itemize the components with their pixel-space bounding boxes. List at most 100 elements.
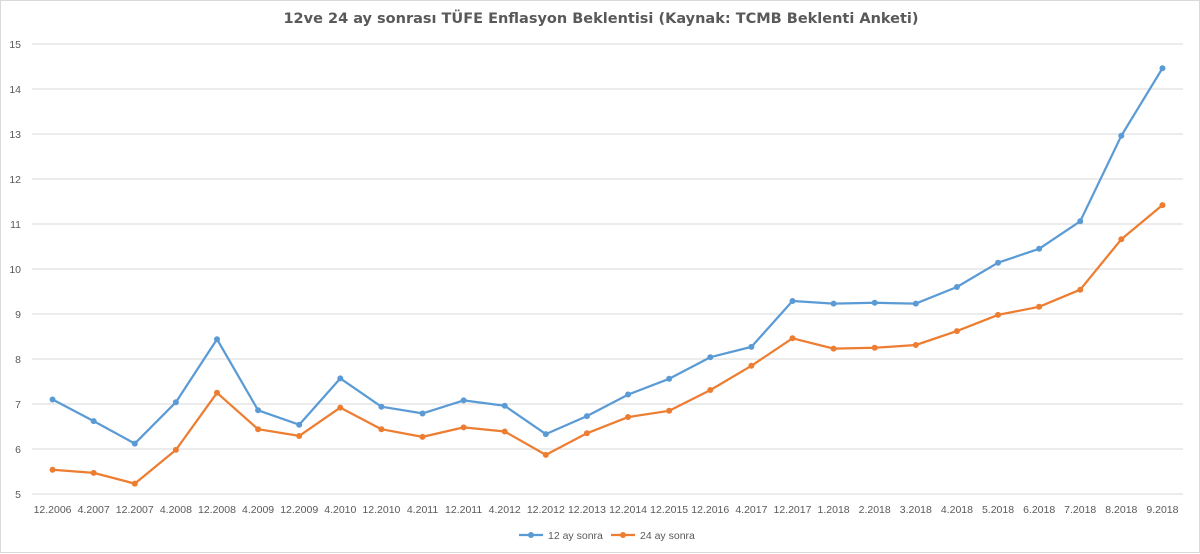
x-tick-label-3: 4.2008 xyxy=(160,504,192,516)
data-point-s1-26 xyxy=(1118,236,1125,243)
x-tick-label-2: 12.2007 xyxy=(116,504,154,516)
data-point-s1-16 xyxy=(707,387,714,394)
data-point-s0-25 xyxy=(1077,218,1084,225)
x-tick-label-16: 12.2016 xyxy=(691,504,729,516)
data-point-s0-16 xyxy=(707,354,714,361)
x-tick-label-24: 6.2018 xyxy=(1023,504,1055,516)
data-point-s0-15 xyxy=(666,375,673,382)
x-tick-label-20: 2.2018 xyxy=(859,504,891,516)
data-point-s0-1 xyxy=(90,418,97,425)
data-point-s1-18 xyxy=(789,335,796,342)
data-point-s1-2 xyxy=(131,480,138,487)
x-tick-label-23: 5.2018 xyxy=(982,504,1014,516)
data-point-s1-20 xyxy=(871,344,878,351)
x-tick-label-15: 12.2015 xyxy=(650,504,688,516)
legend-label-0: 12 ay sonra xyxy=(548,530,603,542)
data-point-s1-25 xyxy=(1077,286,1084,293)
data-point-s0-19 xyxy=(830,300,837,307)
data-point-s0-0 xyxy=(49,396,56,403)
data-point-s0-12 xyxy=(542,431,549,438)
data-point-s1-23 xyxy=(995,311,1002,318)
data-point-s0-10 xyxy=(460,397,467,404)
data-point-s0-27 xyxy=(1159,65,1166,72)
data-point-s1-5 xyxy=(255,426,262,433)
data-point-s0-13 xyxy=(583,413,590,420)
y-tick-label-4: 9 xyxy=(15,309,21,321)
x-tick-label-5: 4.2009 xyxy=(242,504,274,516)
data-point-s1-4 xyxy=(213,389,220,396)
x-tick-label-14: 12.2014 xyxy=(609,504,647,516)
data-point-s1-9 xyxy=(419,433,426,440)
x-tick-label-26: 8.2018 xyxy=(1105,504,1137,516)
data-point-s1-1 xyxy=(90,469,97,476)
data-point-s1-24 xyxy=(1036,303,1043,310)
x-tick-label-25: 7.2018 xyxy=(1064,504,1096,516)
data-point-s0-21 xyxy=(912,300,919,307)
data-point-s0-17 xyxy=(748,343,755,350)
x-tick-label-27: 9.2018 xyxy=(1146,504,1178,516)
x-tick-label-6: 12.2009 xyxy=(280,504,318,516)
x-tick-label-11: 4.2012 xyxy=(489,504,521,516)
y-tick-label-7: 12 xyxy=(9,174,21,186)
data-point-s0-6 xyxy=(296,421,303,428)
y-tick-label-2: 7 xyxy=(15,399,21,411)
data-point-s0-14 xyxy=(625,391,632,398)
data-point-s1-0 xyxy=(49,466,56,473)
x-tick-label-4: 12.2008 xyxy=(198,504,236,516)
data-point-s0-23 xyxy=(995,259,1002,266)
x-tick-label-0: 12.2006 xyxy=(34,504,72,516)
x-tick-label-7: 4.2010 xyxy=(324,504,356,516)
y-tick-label-5: 10 xyxy=(9,264,21,276)
data-point-s0-22 xyxy=(953,284,960,290)
x-tick-label-1: 4.2007 xyxy=(78,504,110,516)
data-point-s0-18 xyxy=(789,297,796,304)
x-tick-label-12: 12.2012 xyxy=(527,504,565,516)
legend-marker-0 xyxy=(528,532,534,538)
x-tick-label-13: 12.2013 xyxy=(568,504,606,516)
x-tick-label-10: 12.2011 xyxy=(445,504,482,516)
y-tick-label-0: 5 xyxy=(15,489,21,501)
data-point-s0-2 xyxy=(131,440,138,447)
y-tick-label-9: 14 xyxy=(9,84,21,96)
x-tick-label-21: 3.2018 xyxy=(900,504,932,516)
data-point-s1-21 xyxy=(912,342,919,349)
chart-title: 12ve 24 ay sonrası TÜFE Enflasyon Beklen… xyxy=(283,11,919,27)
data-point-s0-20 xyxy=(871,299,878,306)
data-point-s0-4 xyxy=(213,336,220,343)
legend-label-1: 24 ay sonra xyxy=(640,530,695,542)
y-tick-label-1: 6 xyxy=(15,444,21,456)
data-point-s1-10 xyxy=(460,424,467,431)
x-tick-label-9: 4.2011 xyxy=(407,504,438,516)
data-point-s1-27 xyxy=(1159,202,1166,209)
data-point-s0-7 xyxy=(337,375,344,382)
data-point-s0-8 xyxy=(378,403,385,410)
data-point-s0-3 xyxy=(172,399,179,406)
series-line-0 xyxy=(51,67,1164,445)
y-tick-label-8: 13 xyxy=(9,129,21,141)
data-point-s1-14 xyxy=(625,414,632,421)
data-point-s0-26 xyxy=(1118,132,1125,139)
data-point-s1-15 xyxy=(666,407,673,414)
data-point-s0-24 xyxy=(1036,245,1043,252)
data-point-s0-5 xyxy=(255,407,262,414)
series-line-1 xyxy=(51,203,1164,485)
y-tick-label-6: 11 xyxy=(10,219,21,231)
data-point-s1-19 xyxy=(830,345,837,352)
data-point-s1-22 xyxy=(953,328,960,335)
data-point-s1-17 xyxy=(748,362,755,369)
data-point-s1-6 xyxy=(296,432,303,439)
y-tick-label-3: 8 xyxy=(15,354,21,366)
data-point-s0-9 xyxy=(419,410,426,417)
data-point-s1-13 xyxy=(583,430,590,437)
y-tick-label-10: 15 xyxy=(9,39,21,51)
data-point-s1-8 xyxy=(378,426,385,433)
x-tick-label-22: 4.2018 xyxy=(941,504,973,516)
x-tick-label-8: 12.2010 xyxy=(362,504,400,516)
x-tick-label-17: 4.2017 xyxy=(735,504,767,516)
x-tick-label-19: 1.2018 xyxy=(818,504,850,516)
x-tick-label-18: 12.2017 xyxy=(773,504,811,516)
legend-marker-1 xyxy=(620,532,626,538)
data-point-s1-7 xyxy=(337,404,344,411)
